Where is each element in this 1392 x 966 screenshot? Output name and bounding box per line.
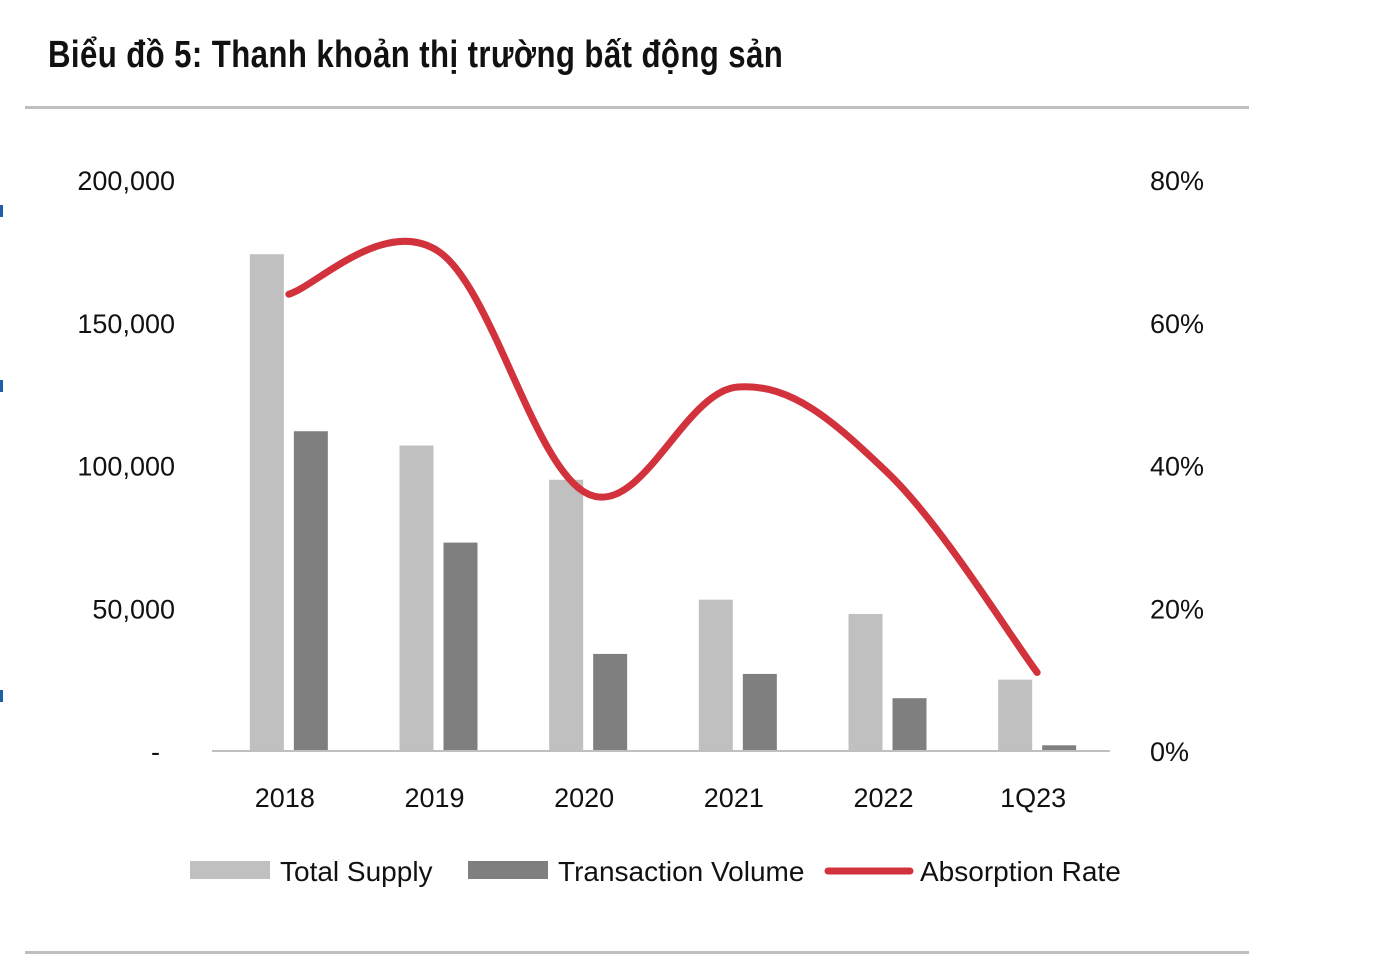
bars-layer: [249, 254, 1077, 752]
total-supply-bar-2022: [848, 613, 883, 751]
transaction-volume-bar-1Q23: [1042, 745, 1077, 751]
right-tick-label: 40%: [1150, 452, 1204, 482]
absorption-rate-line: [285, 237, 1041, 676]
x-axis-ticks: 2018 2019 2020 2021 2022 1Q23: [255, 783, 1066, 813]
top-divider: [25, 106, 1249, 109]
x-tick-label: 2018: [255, 783, 315, 813]
total-supply-bar-2018: [249, 254, 284, 752]
transaction-volume-bar-2018: [293, 431, 328, 751]
right-axis-ticks: 0% 20% 40% 60% 80%: [1150, 166, 1204, 767]
right-tick-label: 0%: [1150, 737, 1189, 767]
edge-marker: [0, 380, 3, 392]
chart-title: Biểu đồ 5: Thanh khoản thị trường bất độ…: [48, 34, 784, 76]
legend-swatch-total-supply: [190, 861, 270, 879]
total-supply-bar-2021: [698, 599, 733, 751]
x-tick-label: 1Q23: [1000, 783, 1066, 813]
transaction-volume-bar-2022: [892, 698, 927, 751]
total-supply-bar-2019: [399, 445, 434, 751]
transaction-volume-bar-2020: [593, 653, 628, 751]
legend-label-absorption-rate: Absorption Rate: [920, 856, 1121, 887]
left-axis-ticks: - 50,000 100,000 150,000 200,000: [77, 166, 175, 767]
x-tick-label: 2019: [404, 783, 464, 813]
bottom-divider: [25, 951, 1249, 954]
legend-swatch-transaction-volume: [468, 861, 548, 879]
transaction-volume-bar-2019: [443, 542, 478, 751]
legend: Total Supply Transaction Volume Absorption…: [190, 856, 1121, 887]
legend-label-transaction-volume: Transaction Volume: [558, 856, 804, 887]
left-tick-label: 100,000: [77, 452, 175, 482]
x-tick-label: 2020: [554, 783, 614, 813]
right-tick-label: 80%: [1150, 166, 1204, 196]
line-layer: [285, 237, 1041, 676]
right-tick-label: 20%: [1150, 594, 1204, 624]
left-tick-label: 50,000: [92, 594, 175, 624]
legend-label-total-supply: Total Supply: [280, 856, 433, 887]
transaction-volume-bar-2021: [742, 673, 777, 751]
x-tick-label: 2022: [853, 783, 913, 813]
left-tick-label: 200,000: [77, 166, 175, 196]
right-tick-label: 60%: [1150, 309, 1204, 339]
edge-marker: [0, 205, 3, 217]
total-supply-bar-1Q23: [998, 679, 1033, 751]
x-tick-label: 2021: [704, 783, 764, 813]
left-tick-label: -: [151, 737, 160, 767]
left-tick-label: 150,000: [77, 309, 175, 339]
total-supply-bar-2020: [549, 479, 584, 751]
edge-marker: [0, 690, 3, 702]
